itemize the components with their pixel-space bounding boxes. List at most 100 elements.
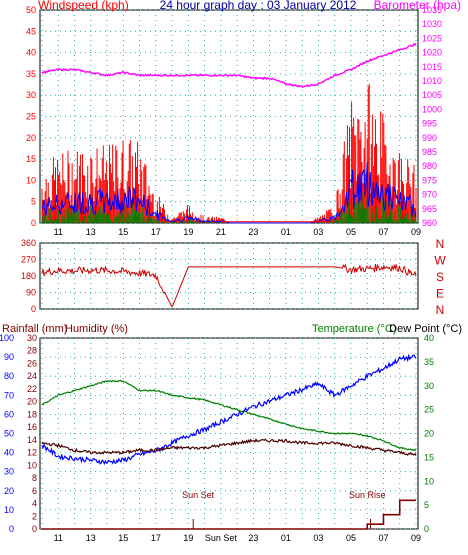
y2-tick-label: 975 [422, 175, 437, 185]
x-tick-label: 15 [118, 533, 128, 543]
y2-tick-label: 1035 [422, 5, 442, 15]
humidity-tick-label: 30 [27, 333, 37, 343]
chart-title: 24 hour graph day : 03 January 2012 [160, 0, 357, 12]
rain-tick-label: 20 [4, 486, 14, 496]
y-tick-label: 45 [26, 26, 36, 36]
rain-tick-label: 50 [4, 429, 14, 439]
humidity-tick-label: 22 [27, 384, 37, 394]
rain-tick-label: 60 [4, 409, 14, 419]
y-tick-label: 90 [26, 288, 36, 298]
compass-label: W [434, 254, 446, 268]
y-tick-label: 360 [21, 238, 36, 248]
rain-tick-label: 10 [4, 505, 14, 515]
compass-label: N [436, 237, 445, 251]
rain-tick-label: 90 [4, 352, 14, 362]
y2-tick-label: 1005 [422, 90, 442, 100]
compass-label: S [436, 270, 444, 284]
humidity-tick-label: 24 [27, 371, 37, 381]
y-tick-label: 5 [31, 197, 36, 207]
temp-tick-label: 35 [424, 357, 434, 367]
rainfall-axis-label: Rainfall (mm) [2, 323, 67, 335]
x-tick-label: 07 [378, 227, 388, 237]
y-tick-label: 50 [26, 5, 36, 15]
humidity-tick-label: 4 [32, 499, 37, 509]
y-tick-label: 40 [26, 48, 36, 58]
x-tick-label: 11 [54, 227, 63, 237]
x-tick-label: 17 [151, 227, 161, 237]
temp-tick-label: 10 [424, 476, 434, 486]
x-tick-label: 19 [183, 227, 193, 237]
humidity-tick-label: 0 [32, 524, 37, 534]
rain-tick-label: 100 [0, 333, 14, 343]
temp-tick-label: 25 [424, 405, 434, 415]
x-tick-label: 09 [411, 533, 421, 543]
y-tick-label: 20 [26, 133, 36, 143]
temp-tick-label: 5 [424, 500, 429, 510]
y-tick-label: 15 [26, 154, 36, 164]
x-tick-label: 23 [248, 533, 258, 543]
barometer-line [41, 42, 417, 88]
y2-tick-label: 1015 [422, 62, 442, 72]
temp-tick-label: 30 [424, 381, 434, 391]
y-tick-label: 0 [31, 304, 36, 314]
wind-avg-line [41, 162, 417, 224]
temp-tick-label: 15 [424, 452, 434, 462]
humidity-tick-label: 28 [27, 346, 37, 356]
humidity-tick-label: 14 [27, 435, 37, 445]
y2-tick-label: 995 [422, 119, 437, 129]
x-tick-label: 21 [216, 227, 226, 237]
y2-tick-label: 1025 [422, 33, 442, 43]
y2-tick-label: 1000 [422, 104, 442, 114]
humidity-line [41, 353, 417, 466]
y2-tick-label: 970 [422, 190, 437, 200]
x-tick-label: 17 [151, 533, 161, 543]
temperature-panel [39, 337, 419, 530]
y-tick-label: 35 [26, 69, 36, 79]
rain-tick-label: 30 [4, 467, 14, 477]
temp-tick-label: 20 [424, 429, 434, 439]
y2-tick-label: 1020 [422, 48, 442, 58]
y2-tick-label: 980 [422, 161, 437, 171]
x-tick-label: 01 [281, 533, 291, 543]
y2-tick-label: 985 [422, 147, 437, 157]
y2-tick-label: 1030 [422, 19, 442, 29]
dewpoint-axis-label: Dew Point (°C) [389, 323, 462, 335]
x-tick-label: 19 [183, 533, 193, 543]
temperature-line [41, 379, 417, 452]
x-tick-label: 13 [86, 227, 96, 237]
x-tick-label: 03 [313, 227, 323, 237]
compass-label: E [436, 287, 444, 301]
humidity-tick-label: 6 [32, 486, 37, 496]
sunrise-label: Sun Rise [349, 490, 386, 500]
x-tick-label: 15 [118, 227, 128, 237]
rain-tick-label: 70 [4, 390, 14, 400]
y-tick-label: 10 [26, 175, 36, 185]
compass-label: N [436, 303, 445, 317]
x-tick-label: 01 [281, 227, 291, 237]
x-tick-label: 09 [411, 227, 421, 237]
direction-line [41, 263, 417, 308]
windspeed-axis-label: Windspeed (kph) [38, 0, 129, 12]
y-tick-label: 0 [31, 218, 36, 228]
x-tick-label: 23 [248, 227, 258, 237]
humidity-tick-label: 2 [32, 511, 37, 521]
rain-tick-label: 80 [4, 371, 14, 381]
y-tick-label: 180 [21, 271, 36, 281]
humidity-axis-label: Humidity (%) [65, 323, 128, 335]
x-tick-label: Sun Set [205, 533, 238, 543]
y-tick-label: 30 [26, 90, 36, 100]
x-tick-label: 05 [346, 533, 356, 543]
humidity-tick-label: 10 [27, 460, 37, 470]
rain-tick-label: 40 [4, 448, 14, 458]
y-tick-label: 25 [26, 112, 36, 122]
x-tick-label: 03 [313, 533, 323, 543]
humidity-tick-label: 16 [27, 422, 37, 432]
humidity-tick-label: 12 [27, 448, 37, 458]
sunset-label: Sun Set [182, 490, 215, 500]
humidity-tick-label: 26 [27, 358, 37, 368]
dewpoint-line [41, 437, 417, 456]
rain-tick-label: 0 [9, 524, 14, 534]
